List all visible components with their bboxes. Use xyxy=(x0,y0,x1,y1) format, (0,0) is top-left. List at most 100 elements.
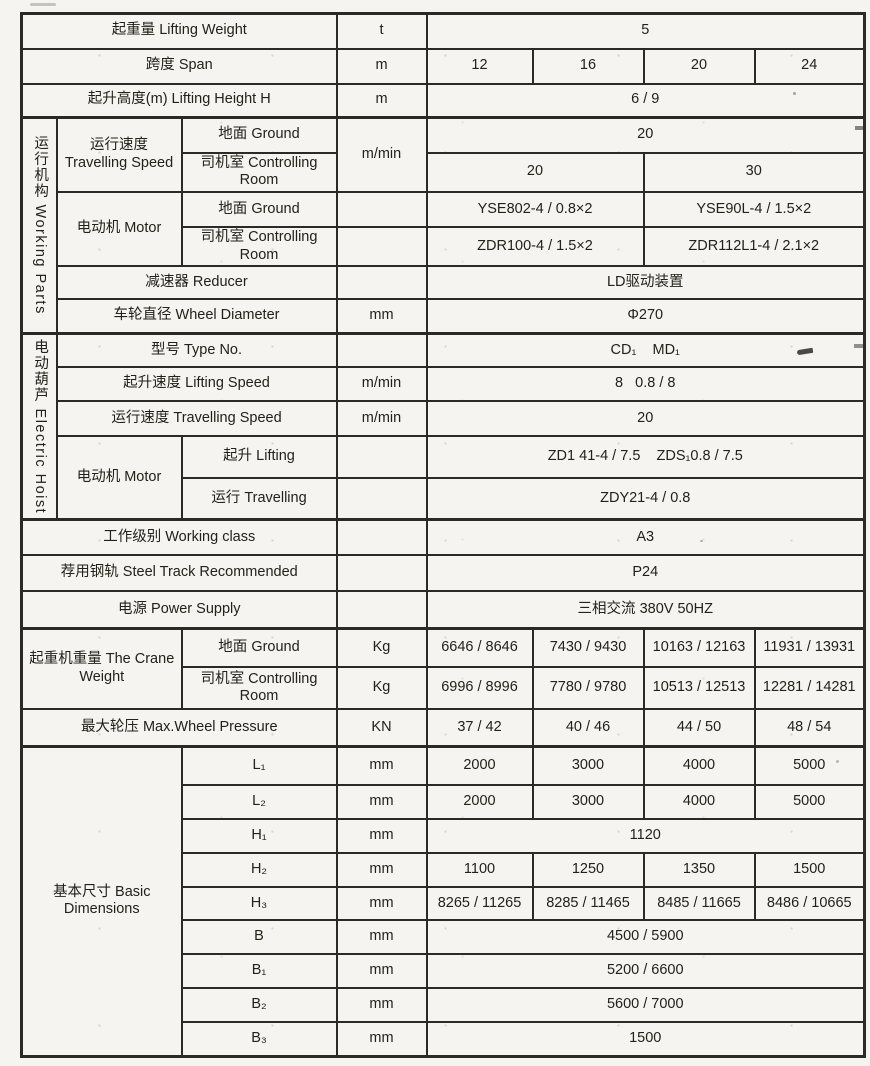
dim-h2-value-3: 1500 xyxy=(753,852,866,889)
dim-l2-value-2: 4000 xyxy=(642,784,756,821)
row-crane-weight-controlling-room: 司机室 Controlling Room Kg 6996 / 8996 7780… xyxy=(22,666,866,711)
hoist-motor-lifting-unit-empty xyxy=(335,435,428,480)
row-hoist-motor-lifting: 电动机 Motor 起升 Lifting ZD1 41-4 / 7.5 ZDS₁… xyxy=(22,435,866,521)
dim-l2-name: L₂ xyxy=(180,784,338,821)
lifting-height-label: 起升高度(m) Lifting Height H xyxy=(20,82,338,119)
row-max-wheel-pressure: 最大轮压 Max.Wheel Pressure KN 37 / 42 40 / … xyxy=(20,708,866,748)
dim-b-value: 4500 / 5900 xyxy=(425,919,866,956)
travelling-speed-ground-value: 20 xyxy=(425,116,866,154)
dim-b-unit: mm xyxy=(335,919,428,956)
crane-weight-controlling-room-value-0: 6996 / 8996 xyxy=(425,666,534,711)
dim-h3-value-3: 8486 / 10665 xyxy=(753,886,866,922)
working-class-label: 工作级别 Working class xyxy=(20,517,338,557)
reducer-value: LD驱动装置 xyxy=(425,265,866,301)
hoist-motor-travelling-value: ZDY21-4 / 0.8 xyxy=(425,477,866,521)
dim-h2-value-2: 1350 xyxy=(642,852,756,889)
hoist-motor-label: 电动机 Motor xyxy=(55,435,183,521)
crane-weight-controlling-room-label: 司机室 Controlling Room xyxy=(180,666,338,711)
max-wheel-pressure-unit: KN xyxy=(335,708,428,748)
row-dim-l1: 基本尺寸 Basic Dimensions L₁ mm 2000 3000 40… xyxy=(20,744,866,1058)
dim-b3-value: 1500 xyxy=(425,1021,866,1058)
span-value-20m: 20 xyxy=(642,47,756,85)
span-label: 跨度 Span xyxy=(20,47,338,85)
travelling-speed-unit: m/min xyxy=(335,115,428,193)
row-reducer: 减速器 Reducer LD驱动装置 xyxy=(22,265,866,301)
dim-b-name: B xyxy=(180,919,338,956)
row-steel-track: 荐用钢轨 Steel Track Recommended P24 xyxy=(20,554,866,593)
row-motor-controlling-room: 司机室 Controlling Room ZDR100-4 / 1.5×2 ZD… xyxy=(22,225,866,268)
row-working-class: 工作级别 Working class A3 xyxy=(20,517,866,557)
dim-l1-value-3: 5000 xyxy=(753,744,866,787)
dim-l2-unit: mm xyxy=(335,784,428,821)
section-label-electric-hoist: 电动葫芦 Electric Hoist xyxy=(20,331,58,521)
crane-weight-controlling-room-value-2: 10513 / 12513 xyxy=(642,666,756,711)
hoist-travelling-speed-value: 20 xyxy=(425,400,866,438)
max-wheel-pressure-value-0: 37 / 42 xyxy=(425,708,534,748)
lifting-weight-unit: t xyxy=(335,12,428,50)
type-no-unit-empty xyxy=(335,331,428,369)
dim-h2-name: H₂ xyxy=(180,852,338,889)
reducer-label: 减速器 Reducer xyxy=(55,265,338,301)
power-supply-label: 电源 Power Supply xyxy=(20,590,338,630)
dim-l2-value-3: 5000 xyxy=(753,784,866,821)
hoist-travelling-speed-unit: m/min xyxy=(335,400,428,438)
dim-b3-unit: mm xyxy=(335,1021,428,1058)
dim-l1-value-1: 3000 xyxy=(531,744,645,787)
lifting-height-value: 6 / 9 xyxy=(425,82,866,119)
dim-b2-value: 5600 / 7000 xyxy=(425,987,866,1024)
dim-h2-value-1: 1250 xyxy=(531,852,645,889)
steel-track-label: 荐用钢轨 Steel Track Recommended xyxy=(20,554,338,593)
travelling-speed-ground-label: 地面 Ground xyxy=(180,116,338,154)
max-wheel-pressure-label: 最大轮压 Max.Wheel Pressure xyxy=(20,708,338,748)
travelling-speed-controlling-room-value-1: 30 xyxy=(642,151,866,193)
hoist-motor-lifting-label: 起升 Lifting xyxy=(180,435,338,480)
row-hoist-travelling-speed: 运行速度 Travelling Speed m/min 20 xyxy=(22,400,866,438)
dim-b1-value: 5200 / 6600 xyxy=(425,953,866,990)
dim-l1-unit: mm xyxy=(335,744,428,787)
crane-weight-ground-label: 地面 Ground xyxy=(180,626,338,669)
dim-h3-name: H₃ xyxy=(180,886,338,922)
dim-l2-value-1: 3000 xyxy=(531,784,645,821)
power-supply-value: 三相交流 380V 50HZ xyxy=(425,590,866,630)
row-motor-ground: 电动机 Motor 地面 Ground YSE802-4 / 0.8×2 YSE… xyxy=(22,190,866,268)
row-dim-h2: H₂ mm 1100 1250 1350 1500 xyxy=(22,852,866,889)
crane-weight-ground-value-0: 6646 / 8646 xyxy=(425,626,534,669)
hoist-motor-travelling-unit-empty xyxy=(335,477,428,521)
wheel-diameter-label: 车轮直径 Wheel Diameter xyxy=(55,298,338,335)
motor-controlling-room-label: 司机室 Controlling Room xyxy=(180,225,338,268)
dim-h1-unit: mm xyxy=(335,818,428,855)
working-class-unit-empty xyxy=(335,517,428,557)
max-wheel-pressure-value-3: 48 / 54 xyxy=(753,708,866,748)
steel-track-value: P24 xyxy=(425,554,866,593)
span-value-12m: 12 xyxy=(425,47,534,85)
crane-weight-controlling-room-value-1: 7780 / 9780 xyxy=(531,666,645,711)
row-wheel-diameter: 车轮直径 Wheel Diameter mm Φ270 xyxy=(22,298,866,335)
wheel-diameter-unit: mm xyxy=(335,298,428,335)
row-travelling-speed-ground: 运行机构 Working Parts 运行速度 Travelling Speed… xyxy=(20,115,866,335)
row-lifting-weight: 起重量 Lifting Weight t 5 xyxy=(20,12,866,50)
hoist-motor-travelling-label: 运行 Travelling xyxy=(180,477,338,521)
hoist-lifting-speed-unit: m/min xyxy=(335,366,428,403)
dim-h3-value-1: 8285 / 11465 xyxy=(531,886,645,922)
motor-controlling-room-value-0: ZDR100-4 / 1.5×2 xyxy=(425,225,645,268)
basic-dimensions-label: 基本尺寸 Basic Dimensions xyxy=(20,744,183,1058)
hoist-motor-lifting-value: ZD1 41-4 / 7.5 ZDS₁0.8 / 7.5 xyxy=(425,435,866,480)
dim-h3-value-2: 8485 / 11665 xyxy=(642,886,756,922)
dim-b3-name: B₃ xyxy=(180,1021,338,1058)
crane-weight-controlling-room-unit: Kg xyxy=(335,666,428,711)
hoist-lifting-speed-value: 8 0.8 / 8 xyxy=(425,366,866,403)
crane-spec-table: 起重量 Lifting Weight t 5 跨度 Span m 12 16 2… xyxy=(20,12,866,1058)
scan-artifact xyxy=(30,3,56,6)
dim-h2-value-0: 1100 xyxy=(425,852,534,889)
type-no-label: 型号 Type No. xyxy=(55,331,338,369)
span-value-16m: 16 xyxy=(531,47,645,85)
travelling-speed-controlling-room-label: 司机室 Controlling Room xyxy=(180,151,338,193)
span-value-24m: 24 xyxy=(753,47,866,85)
motor-ground-unit-empty xyxy=(335,190,428,228)
dim-b1-name: B₁ xyxy=(180,953,338,990)
dim-h3-unit: mm xyxy=(335,886,428,922)
row-type-no: 电动葫芦 Electric Hoist 型号 Type No. CD₁ MD₁ xyxy=(20,331,866,521)
power-supply-unit-empty xyxy=(335,590,428,630)
lifting-height-unit: m xyxy=(335,82,428,119)
max-wheel-pressure-value-1: 40 / 46 xyxy=(531,708,645,748)
